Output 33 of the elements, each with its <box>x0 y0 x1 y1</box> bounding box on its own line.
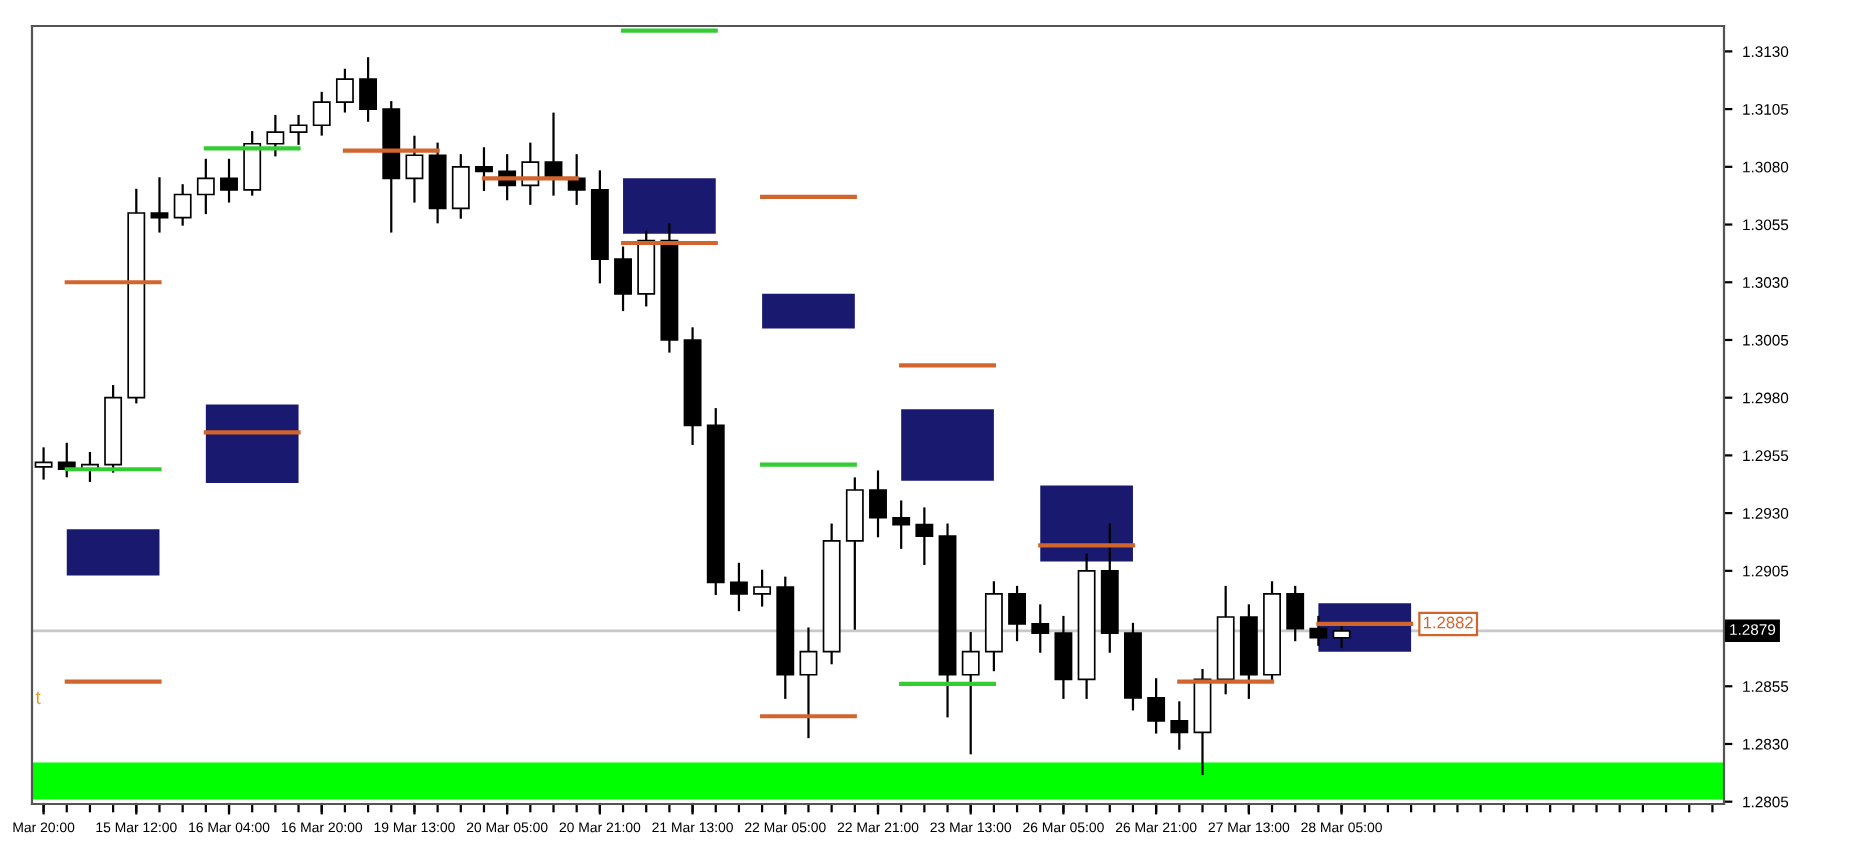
candlestick <box>961 632 980 755</box>
candlestick <box>451 154 470 219</box>
candlestick <box>335 68 354 113</box>
candlestick <box>196 158 215 215</box>
candlestick <box>1054 615 1073 699</box>
candlestick <box>1332 622 1351 649</box>
candlestick <box>1309 615 1328 646</box>
candlestick <box>359 57 378 122</box>
candlestick <box>312 91 331 136</box>
annotation: t <box>35 691 41 705</box>
candlestick <box>915 507 934 566</box>
candlestick <box>34 447 53 480</box>
candlestick <box>1170 701 1189 750</box>
candlestick <box>567 154 586 205</box>
data-label: 1.2882 <box>1423 616 1473 629</box>
candlestick <box>220 158 238 203</box>
candlestick <box>799 627 818 739</box>
candlestick <box>289 114 308 145</box>
candlestick <box>869 470 887 538</box>
candlestick <box>1286 585 1305 642</box>
candlestick <box>753 569 772 607</box>
candlestick <box>1147 678 1166 734</box>
candlestick <box>892 500 911 549</box>
candlestick <box>1031 604 1050 653</box>
candlestick <box>243 131 262 196</box>
candlestick <box>729 562 748 612</box>
candlestick <box>173 184 192 226</box>
candlestick <box>405 135 424 203</box>
candlestick <box>150 177 169 233</box>
candlestick <box>1008 585 1027 642</box>
candlestick <box>475 147 493 192</box>
candlestick <box>614 246 632 312</box>
candlestick <box>266 114 285 157</box>
